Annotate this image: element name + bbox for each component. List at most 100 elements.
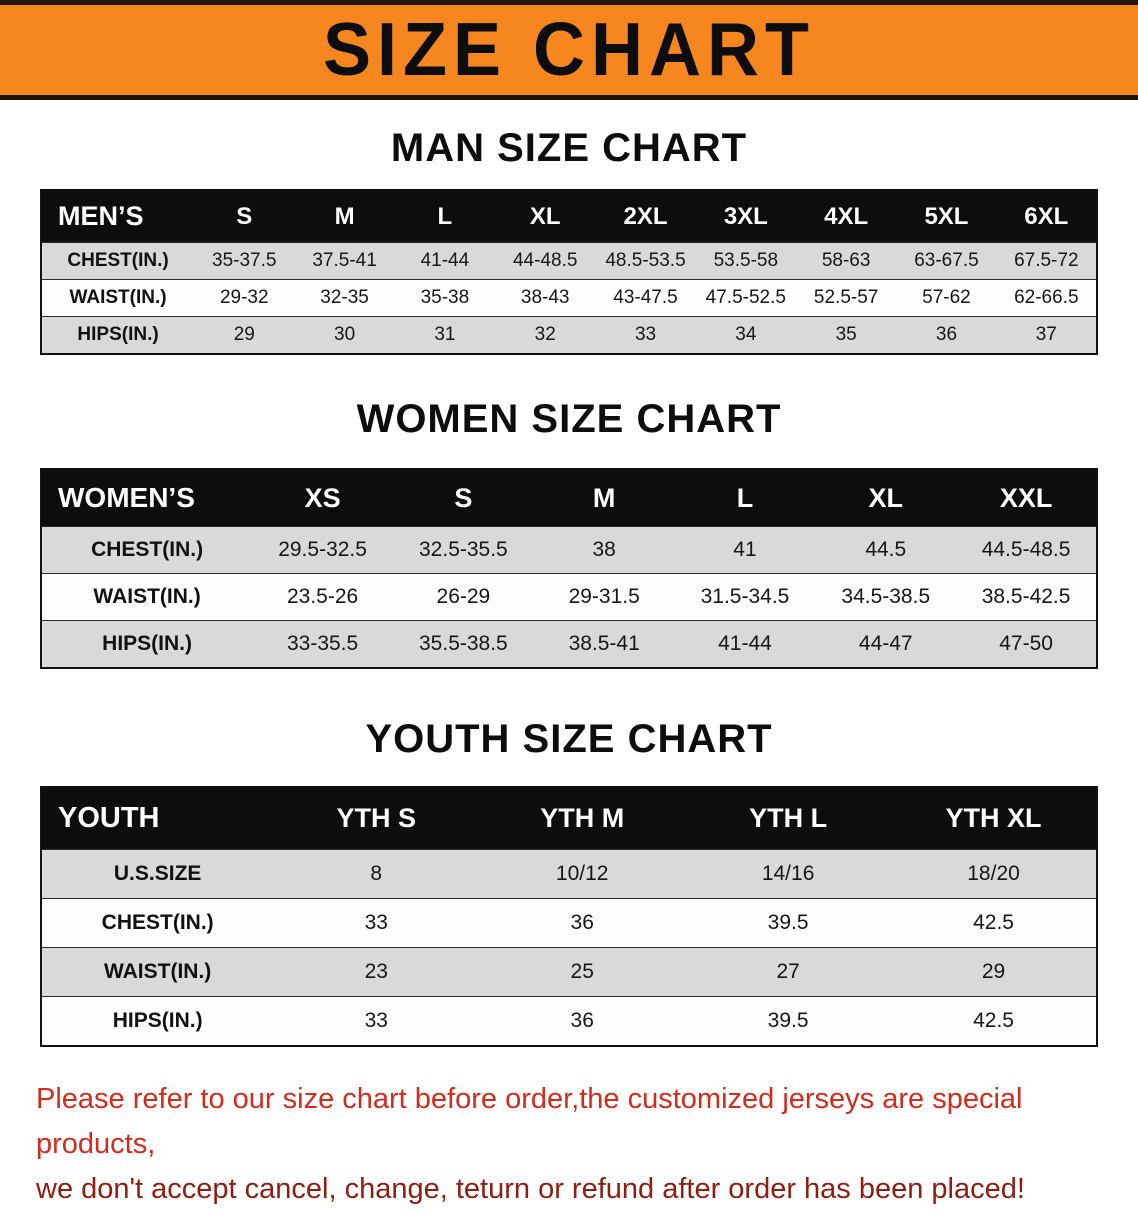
size-column-header: 5XL xyxy=(896,189,997,243)
row-label: CHEST(IN.) xyxy=(41,526,253,574)
table-cell: 32 xyxy=(495,316,596,355)
size-column-header: 4XL xyxy=(795,189,897,243)
table-cell: 41-44 xyxy=(674,620,816,669)
table-corner-label: MEN’S xyxy=(41,189,195,243)
table-row: WAIST(IN.) 23.5-26 26-29 29-31.5 31.5-34.5 34… xyxy=(41,573,1097,621)
table-header-row: WOMEN’S XS S M L XL XXL xyxy=(41,468,1097,527)
size-column-header: YTH S xyxy=(273,786,480,850)
table-cell: 39.5 xyxy=(685,996,892,1047)
table-cell: 36 xyxy=(479,996,686,1047)
men-size-table: MEN’S S M L XL 2XL 3XL 4XL 5XL 6XL CHEST(IN.) 35-37… xyxy=(40,189,1098,355)
youth-section: YOUTH SIZE CHART YOUTH YTH S YTH M YTH L YTH… xyxy=(0,717,1138,1047)
women-section-heading: WOMEN SIZE CHART xyxy=(356,397,782,441)
table-cell: 10/12 xyxy=(479,849,686,899)
size-column-header: 3XL xyxy=(695,189,796,243)
table-cell: 32.5-35.5 xyxy=(392,526,534,574)
table-cell: 57-62 xyxy=(896,279,997,317)
size-column-header: 6XL xyxy=(996,189,1097,243)
banner: SIZE CHART xyxy=(0,0,1138,100)
table-cell: 58-63 xyxy=(795,242,897,280)
table-cell: 33 xyxy=(273,996,480,1047)
table-row: CHEST(IN.) 33 36 39.5 42.5 xyxy=(41,898,1097,948)
women-size-table: WOMEN’S XS S M L XL XXL CHEST(IN.) 29.5-32.5 32.5… xyxy=(40,468,1098,669)
table-cell: 23.5-26 xyxy=(252,573,393,621)
table-cell: 30 xyxy=(294,316,395,355)
table-cell: 42.5 xyxy=(891,898,1097,948)
table-cell: 31 xyxy=(394,316,496,355)
table-cell: 38.5-41 xyxy=(533,620,675,669)
table-row: WAIST(IN.) 29-32 32-35 35-38 38-43 43-47.5 47.… xyxy=(41,279,1097,317)
row-label: HIPS(IN.) xyxy=(41,316,195,355)
table-cell: 36 xyxy=(479,898,686,948)
size-column-header: YTH L xyxy=(685,786,892,850)
table-cell: 62-66.5 xyxy=(996,279,1097,317)
banner-title: SIZE CHART xyxy=(323,8,815,93)
men-section-heading: MAN SIZE CHART xyxy=(390,126,748,170)
table-cell: 33 xyxy=(595,316,696,355)
table-cell: 29 xyxy=(194,316,295,355)
table-row: U.S.SIZE 8 10/12 14/16 18/20 xyxy=(41,849,1097,899)
table-row: HIPS(IN.) 29 30 31 32 33 34 35 36 37 xyxy=(41,316,1097,355)
table-cell: 29.5-32.5 xyxy=(252,526,393,574)
table-cell: 41 xyxy=(674,526,816,574)
table-cell: 32-35 xyxy=(294,279,395,317)
size-column-header: M xyxy=(533,468,675,527)
table-cell: 44-47 xyxy=(815,620,957,669)
table-cell: 35-38 xyxy=(394,279,496,317)
table-corner-label: YOUTH xyxy=(41,786,274,850)
table-cell: 18/20 xyxy=(891,849,1097,899)
size-column-header: S xyxy=(194,189,295,243)
table-cell: 37.5-41 xyxy=(294,242,395,280)
table-header-row: YOUTH YTH S YTH M YTH L YTH XL xyxy=(41,786,1097,850)
table-header-row: MEN’S S M L XL 2XL 3XL 4XL 5XL 6XL xyxy=(41,189,1097,243)
table-cell: 33 xyxy=(273,898,480,948)
notice-line-1: Please refer to our size chart before or… xyxy=(36,1083,1023,1160)
table-cell: 31.5-34.5 xyxy=(674,573,816,621)
row-label: HIPS(IN.) xyxy=(41,620,253,669)
table-cell: 43-47.5 xyxy=(595,279,696,317)
table-cell: 26-29 xyxy=(392,573,534,621)
table-cell: 52.5-57 xyxy=(795,279,897,317)
table-cell: 35.5-38.5 xyxy=(392,620,534,669)
row-label: CHEST(IN.) xyxy=(41,242,195,280)
table-cell: 8 xyxy=(273,849,480,899)
size-column-header: XXL xyxy=(956,468,1097,527)
table-corner-label: WOMEN’S xyxy=(41,468,253,527)
size-column-header: YTH M xyxy=(479,786,686,850)
table-cell: 36 xyxy=(896,316,997,355)
size-column-header: L xyxy=(394,189,496,243)
table-cell: 48.5-53.5 xyxy=(595,242,696,280)
size-column-header: YTH XL xyxy=(891,786,1097,850)
table-cell: 14/16 xyxy=(685,849,892,899)
table-cell: 44.5 xyxy=(815,526,957,574)
table-cell: 25 xyxy=(479,947,686,997)
row-label: U.S.SIZE xyxy=(41,849,274,899)
table-cell: 44-48.5 xyxy=(495,242,596,280)
table-cell: 33-35.5 xyxy=(252,620,393,669)
size-column-header: 2XL xyxy=(595,189,696,243)
table-cell: 29-31.5 xyxy=(533,573,675,621)
table-cell: 67.5-72 xyxy=(996,242,1097,280)
table-cell: 37 xyxy=(996,316,1097,355)
table-cell: 29-32 xyxy=(194,279,295,317)
table-cell: 63-67.5 xyxy=(896,242,997,280)
footer-notice: Please refer to our size chart before or… xyxy=(36,1077,1102,1212)
table-cell: 38.5-42.5 xyxy=(956,573,1097,621)
row-label: WAIST(IN.) xyxy=(41,279,195,317)
table-cell: 34 xyxy=(695,316,796,355)
table-row: CHEST(IN.) 35-37.5 37.5-41 41-44 44-48.5 48.5… xyxy=(41,242,1097,280)
table-cell: 42.5 xyxy=(891,996,1097,1047)
size-column-header: XL xyxy=(815,468,957,527)
size-column-header: S xyxy=(392,468,534,527)
row-label: HIPS(IN.) xyxy=(41,996,274,1047)
table-cell: 29 xyxy=(891,947,1097,997)
row-label: WAIST(IN.) xyxy=(41,947,274,997)
table-cell: 35-37.5 xyxy=(194,242,295,280)
youth-size-table: YOUTH YTH S YTH M YTH L YTH XL U.S.SIZE 8 10/12… xyxy=(40,786,1098,1047)
table-cell: 44.5-48.5 xyxy=(956,526,1097,574)
table-cell: 23 xyxy=(273,947,480,997)
men-section: MAN SIZE CHART MEN’S S M L XL 2XL 3XL 4XL 5XL 6XL… xyxy=(0,126,1138,355)
table-cell: 41-44 xyxy=(394,242,496,280)
table-row: HIPS(IN.) 33-35.5 35.5-38.5 38.5-41 41-44 44-… xyxy=(41,620,1097,669)
